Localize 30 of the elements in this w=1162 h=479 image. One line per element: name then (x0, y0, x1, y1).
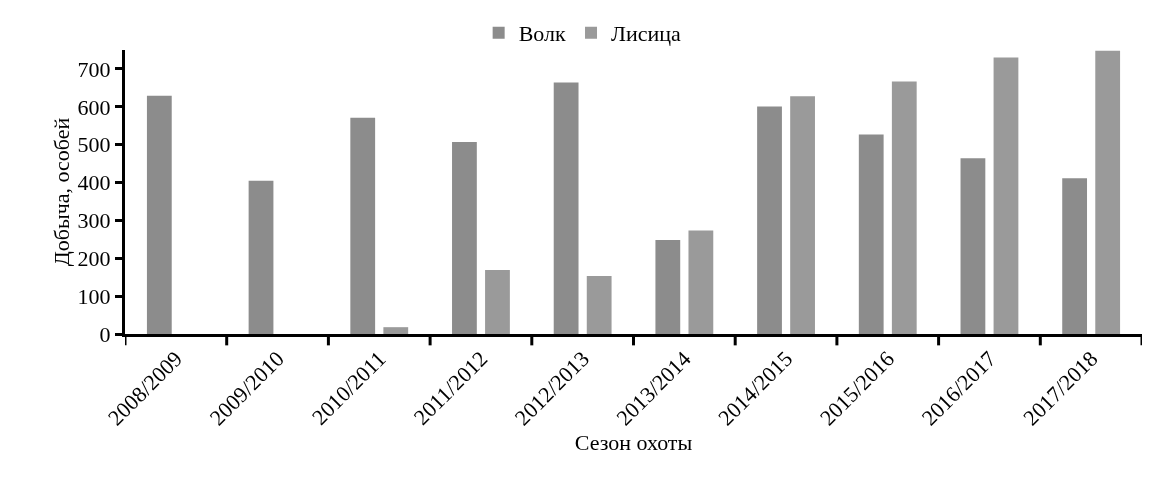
y-tick-label: 300 (77, 208, 111, 234)
y-tick-label: 400 (77, 170, 111, 196)
bar (383, 327, 409, 334)
bar (1095, 50, 1121, 334)
bar (790, 96, 815, 334)
y-tick-label: 200 (77, 245, 111, 271)
bar (655, 240, 681, 334)
bar (146, 95, 172, 334)
bar (1062, 178, 1088, 334)
bar (586, 276, 612, 334)
y-tick-label: 0 (99, 321, 111, 347)
legend-label: Лисица (611, 21, 682, 47)
x-axis-title: Сезон охоты (574, 430, 693, 456)
bar (757, 106, 782, 334)
bar (248, 180, 274, 334)
y-tick-label: 600 (77, 94, 111, 120)
y-tick-label: 500 (77, 132, 111, 158)
bar (993, 57, 1019, 334)
y-axis-title: Добыча, особей (49, 117, 74, 267)
y-tick-label: 700 (77, 56, 111, 82)
bar (960, 158, 986, 334)
bar (553, 82, 579, 334)
bar (452, 142, 477, 334)
bar (688, 230, 714, 334)
legend-label: Волк (518, 21, 567, 47)
bar (485, 270, 510, 334)
bar (891, 81, 917, 334)
bar (858, 134, 884, 334)
y-tick-label: 100 (77, 283, 111, 309)
bar (350, 117, 376, 334)
